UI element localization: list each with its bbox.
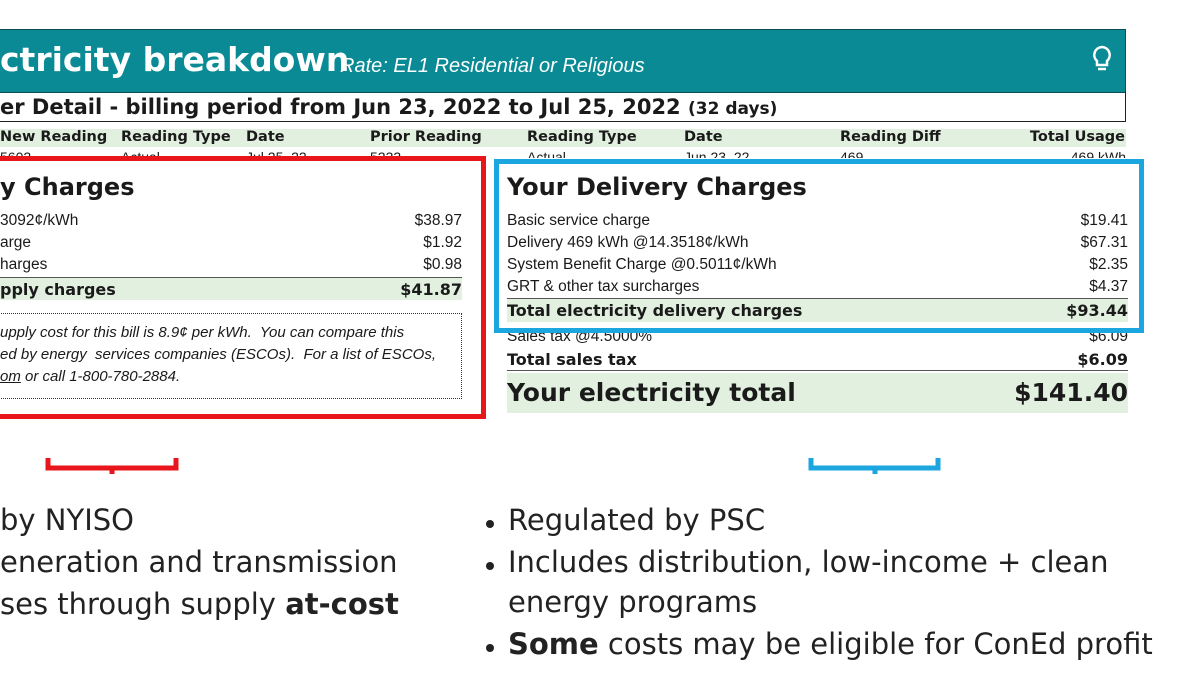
meter-col: Date	[684, 129, 723, 145]
tax-amount: $6.09	[1077, 350, 1128, 369]
delivery-note: Includes distribution, low-income + clea…	[508, 545, 1109, 579]
delivery-note: energy programs	[508, 585, 758, 619]
delivery-item: Delivery 469 kWh @14.3518¢/kWh	[507, 234, 749, 251]
detail-box	[0, 91, 1126, 122]
header-bar	[0, 29, 1126, 93]
meter-cell: Actual	[527, 149, 566, 158]
rule	[507, 298, 1128, 299]
meter-col: Reading Type	[121, 129, 231, 145]
meter-cell: 469	[840, 149, 864, 158]
supply-note: by NYISO	[0, 503, 134, 537]
supply-note-text: ses through supply	[0, 587, 286, 621]
delivery-note: Regulated by PSC	[508, 503, 766, 537]
supply-total-amount: $41.87	[400, 280, 462, 299]
supply-item: 3092¢/kWh	[0, 212, 79, 229]
delivery-item: Basic service charge	[507, 212, 651, 229]
meter-col: Reading Diff	[840, 129, 941, 145]
meter-col: Total Usage	[1029, 129, 1125, 145]
supply-note: ses through supply at-cost	[0, 587, 399, 621]
delivery-amount: $4.37	[1089, 278, 1128, 295]
meter-cell: Jun 23, 22	[684, 149, 750, 158]
meter-header-bg	[0, 129, 1126, 147]
supply-item: harges	[0, 256, 48, 273]
delivery-amount: $19.41	[1080, 212, 1128, 229]
meter-cell: Jul 25, 22	[246, 149, 307, 158]
meter-col: Prior Reading	[370, 129, 482, 145]
supply-total-label: pply charges	[0, 280, 116, 299]
supply-total-bg	[0, 278, 462, 300]
note-line: om or call 1-800-780-2884.	[0, 368, 180, 385]
supply-note-bold: at-cost	[285, 587, 399, 621]
note-text: or call 1-800-780-2884.	[20, 368, 181, 385]
tax-label: Total sales tax	[507, 350, 637, 369]
supply-amount: $1.92	[423, 234, 462, 251]
delivery-note-bold: Some	[508, 627, 599, 661]
supply-title: y Charges	[0, 173, 135, 201]
bulb-icon	[1093, 45, 1111, 71]
meter-cell: 469 kWh	[1070, 149, 1126, 158]
supply-note: eneration and transmission	[0, 545, 398, 579]
bullets	[486, 520, 494, 652]
billing-period-text: er Detail - billing period from Jun 23, …	[0, 95, 681, 119]
delivery-item: System Benefit Charge @0.5011¢/kWh	[507, 256, 777, 273]
delivery-title: Your Delivery Charges	[507, 173, 807, 201]
bill-title: ctricity breakdown	[0, 40, 350, 79]
grand-total-label: Your electricity total	[507, 378, 796, 407]
grand-total-amount: $141.40	[1014, 378, 1128, 407]
supply-amount: $38.97	[414, 212, 462, 229]
meter-col: Reading Type	[527, 129, 637, 145]
rule	[507, 370, 1128, 371]
note-link[interactable]: om	[0, 368, 21, 385]
supply-amount: $0.98	[423, 256, 462, 273]
meter-cell: 5602	[0, 149, 32, 158]
supply-item: arge	[0, 234, 32, 251]
note-box	[0, 313, 462, 399]
delivery-note-text: costs may be eligible for ConEd profit	[598, 627, 1153, 661]
delivery-note: Some costs may be eligible for ConEd pro…	[508, 627, 1153, 661]
meter-cell: 5233	[370, 149, 402, 158]
billing-days: (32 days)	[687, 99, 778, 119]
delivery-total-bg	[507, 299, 1128, 322]
billing-period: er Detail - billing period from Jun 23, …	[0, 95, 777, 119]
meter-row-clip: 5602 Actual Jul 25, 22 5233 Actual Jun 2…	[0, 149, 1126, 158]
brackets	[45, 458, 941, 474]
delivery-amount: $67.31	[1080, 234, 1128, 251]
delivery-total-amount: $93.44	[1066, 301, 1128, 320]
delivery-amount: $2.35	[1089, 256, 1128, 273]
meter-cell: Actual	[121, 149, 160, 158]
grand-total-bg	[507, 373, 1128, 413]
meter-col: Date	[246, 129, 285, 145]
meter-col: New Reading	[0, 129, 108, 145]
note-line: ed by energy services companies (ESCOs).…	[0, 346, 436, 363]
delivery-total-label: Total electricity delivery charges	[507, 301, 803, 320]
rate: Rate: EL1 Residential or Religious	[340, 55, 645, 77]
delivery-item: GRT & other tax surcharges	[507, 278, 700, 295]
note-line: upply cost for this bill is 8.9¢ per kWh…	[0, 324, 405, 341]
rule	[0, 277, 462, 278]
